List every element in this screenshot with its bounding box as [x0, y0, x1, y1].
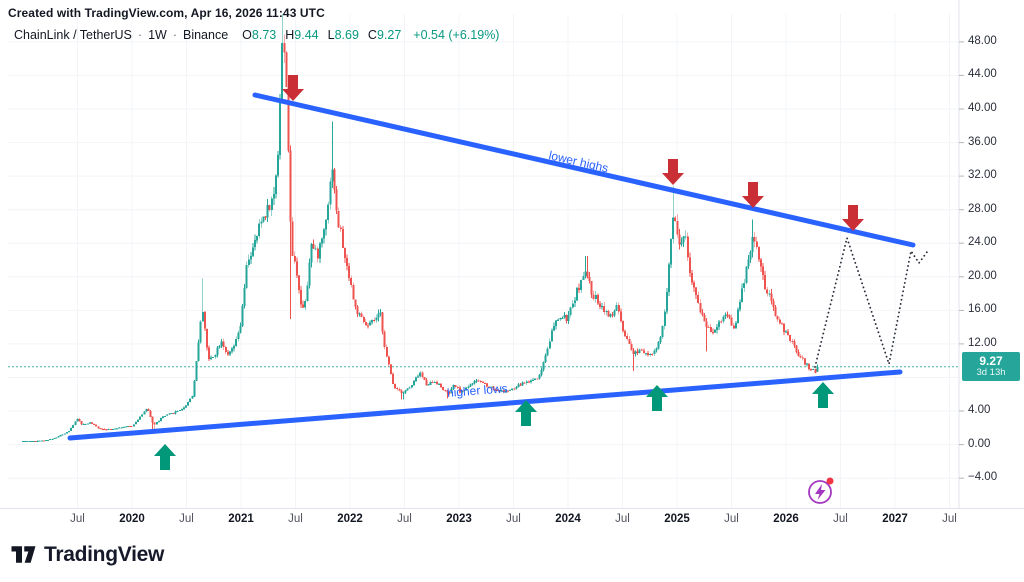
time-axis-month-label: Jul	[615, 513, 630, 525]
interval-label[interactable]: 1W	[148, 28, 167, 42]
price-axis-label: 16.00	[968, 303, 997, 316]
price-axis-label: 28.00	[968, 202, 997, 215]
time-axis-year-label: 2021	[228, 513, 254, 525]
lower-trendline[interactable]	[67, 369, 903, 441]
time-axis-year-label: 2020	[119, 513, 145, 525]
time-axis-year-label: 2023	[446, 513, 472, 525]
flash-icon[interactable]	[808, 477, 834, 504]
last-price-value: 9.27	[979, 354, 1003, 368]
price-axis-label: 12.00	[968, 336, 997, 349]
time-axis-year-label: 2027	[882, 513, 908, 525]
time-axis-month-label: Jul	[179, 513, 194, 525]
red-down-arrow	[842, 205, 864, 231]
time-axis-year-label: 2026	[773, 513, 799, 525]
tradingview-logo-icon[interactable]	[10, 541, 37, 568]
price-axis-label: 24.00	[968, 236, 997, 249]
price-axis-label: 36.00	[968, 135, 997, 148]
time-axis-month-label: Jul	[942, 513, 957, 525]
projection-path[interactable]	[814, 234, 928, 368]
upper-trendline[interactable]	[252, 92, 916, 248]
price-axis-ticks	[959, 41, 964, 479]
tradingview-footer[interactable]: TradingView	[10, 541, 164, 568]
open-value: 8.73	[251, 28, 277, 42]
time-axis[interactable]: Jul 2020 Jul 2021 Jul 2022 Jul 2023 Jul 2024 Jul 20…	[0, 509, 958, 533]
price-axis-label: 48.00	[968, 34, 997, 47]
price-axis-label: 0.00	[968, 437, 991, 450]
low-value: 8.69	[334, 28, 359, 42]
time-axis-year-label: 2025	[664, 513, 690, 525]
open-label: O	[242, 28, 252, 42]
price-change: +0.54 (+6.19%)	[413, 28, 500, 42]
time-axis-month-label: Jul	[724, 513, 739, 525]
green-up-arrow	[812, 382, 834, 408]
time-axis-month-label: Jul	[397, 513, 412, 525]
price-axis-label: 32.00	[968, 169, 997, 182]
tradingview-logo-text: TradingView	[44, 542, 165, 566]
time-axis-month-label: Jul	[288, 513, 303, 525]
grid	[8, 14, 958, 508]
high-label: H	[285, 28, 295, 42]
price-axis-label: 20.00	[968, 269, 997, 282]
green-up-arrows[interactable]	[154, 382, 834, 470]
time-axis-month-label: Jul	[506, 513, 521, 525]
last-price-badge: 9.27 3d 13h	[962, 352, 1020, 382]
symbol-title[interactable]: ChainLink / TetherUS	[14, 28, 132, 42]
time-axis-year-label: 2024	[555, 513, 581, 525]
bar-countdown: 3d 13h	[976, 367, 1006, 379]
high-value: 9.44	[294, 28, 319, 42]
symbol-info-row[interactable]: ChainLink / TetherUS · 1W · Binance O8.7…	[14, 28, 499, 42]
green-up-arrow	[154, 444, 176, 470]
exchange-label: Binance	[182, 28, 229, 42]
green-up-arrow	[515, 400, 537, 426]
separator-dot: ·	[137, 28, 143, 42]
attribution-text: Created with TradingView.com, Apr 16, 20…	[8, 6, 325, 20]
red-down-arrows[interactable]	[282, 75, 864, 231]
candlestick-series	[22, 14, 819, 443]
price-axis-label: 44.00	[968, 68, 997, 81]
close-value: 9.27	[376, 28, 402, 42]
time-axis-month-label: Jul	[70, 513, 85, 525]
separator-dot: ·	[172, 28, 177, 42]
price-axis-label: 40.00	[968, 102, 997, 114]
close-label: C	[367, 28, 377, 42]
red-down-arrow	[662, 159, 684, 185]
price-axis-label: 4.00	[968, 404, 991, 417]
price-axis-label: −4.00	[968, 471, 998, 484]
green-up-arrow	[646, 385, 668, 411]
time-axis-year-label: 2022	[337, 513, 363, 525]
red-down-arrow	[742, 182, 764, 208]
ohlc-values: O8.73 H9.44 L8.69 C9.27	[242, 28, 401, 42]
price-axis[interactable]: 48.00 44.00 40.00 36.00 32.00 28.00 24.00 20.00…	[960, 0, 1024, 508]
red-down-arrow	[282, 75, 304, 101]
time-axis-month-label: Jul	[833, 513, 848, 525]
low-label: L	[327, 28, 335, 42]
